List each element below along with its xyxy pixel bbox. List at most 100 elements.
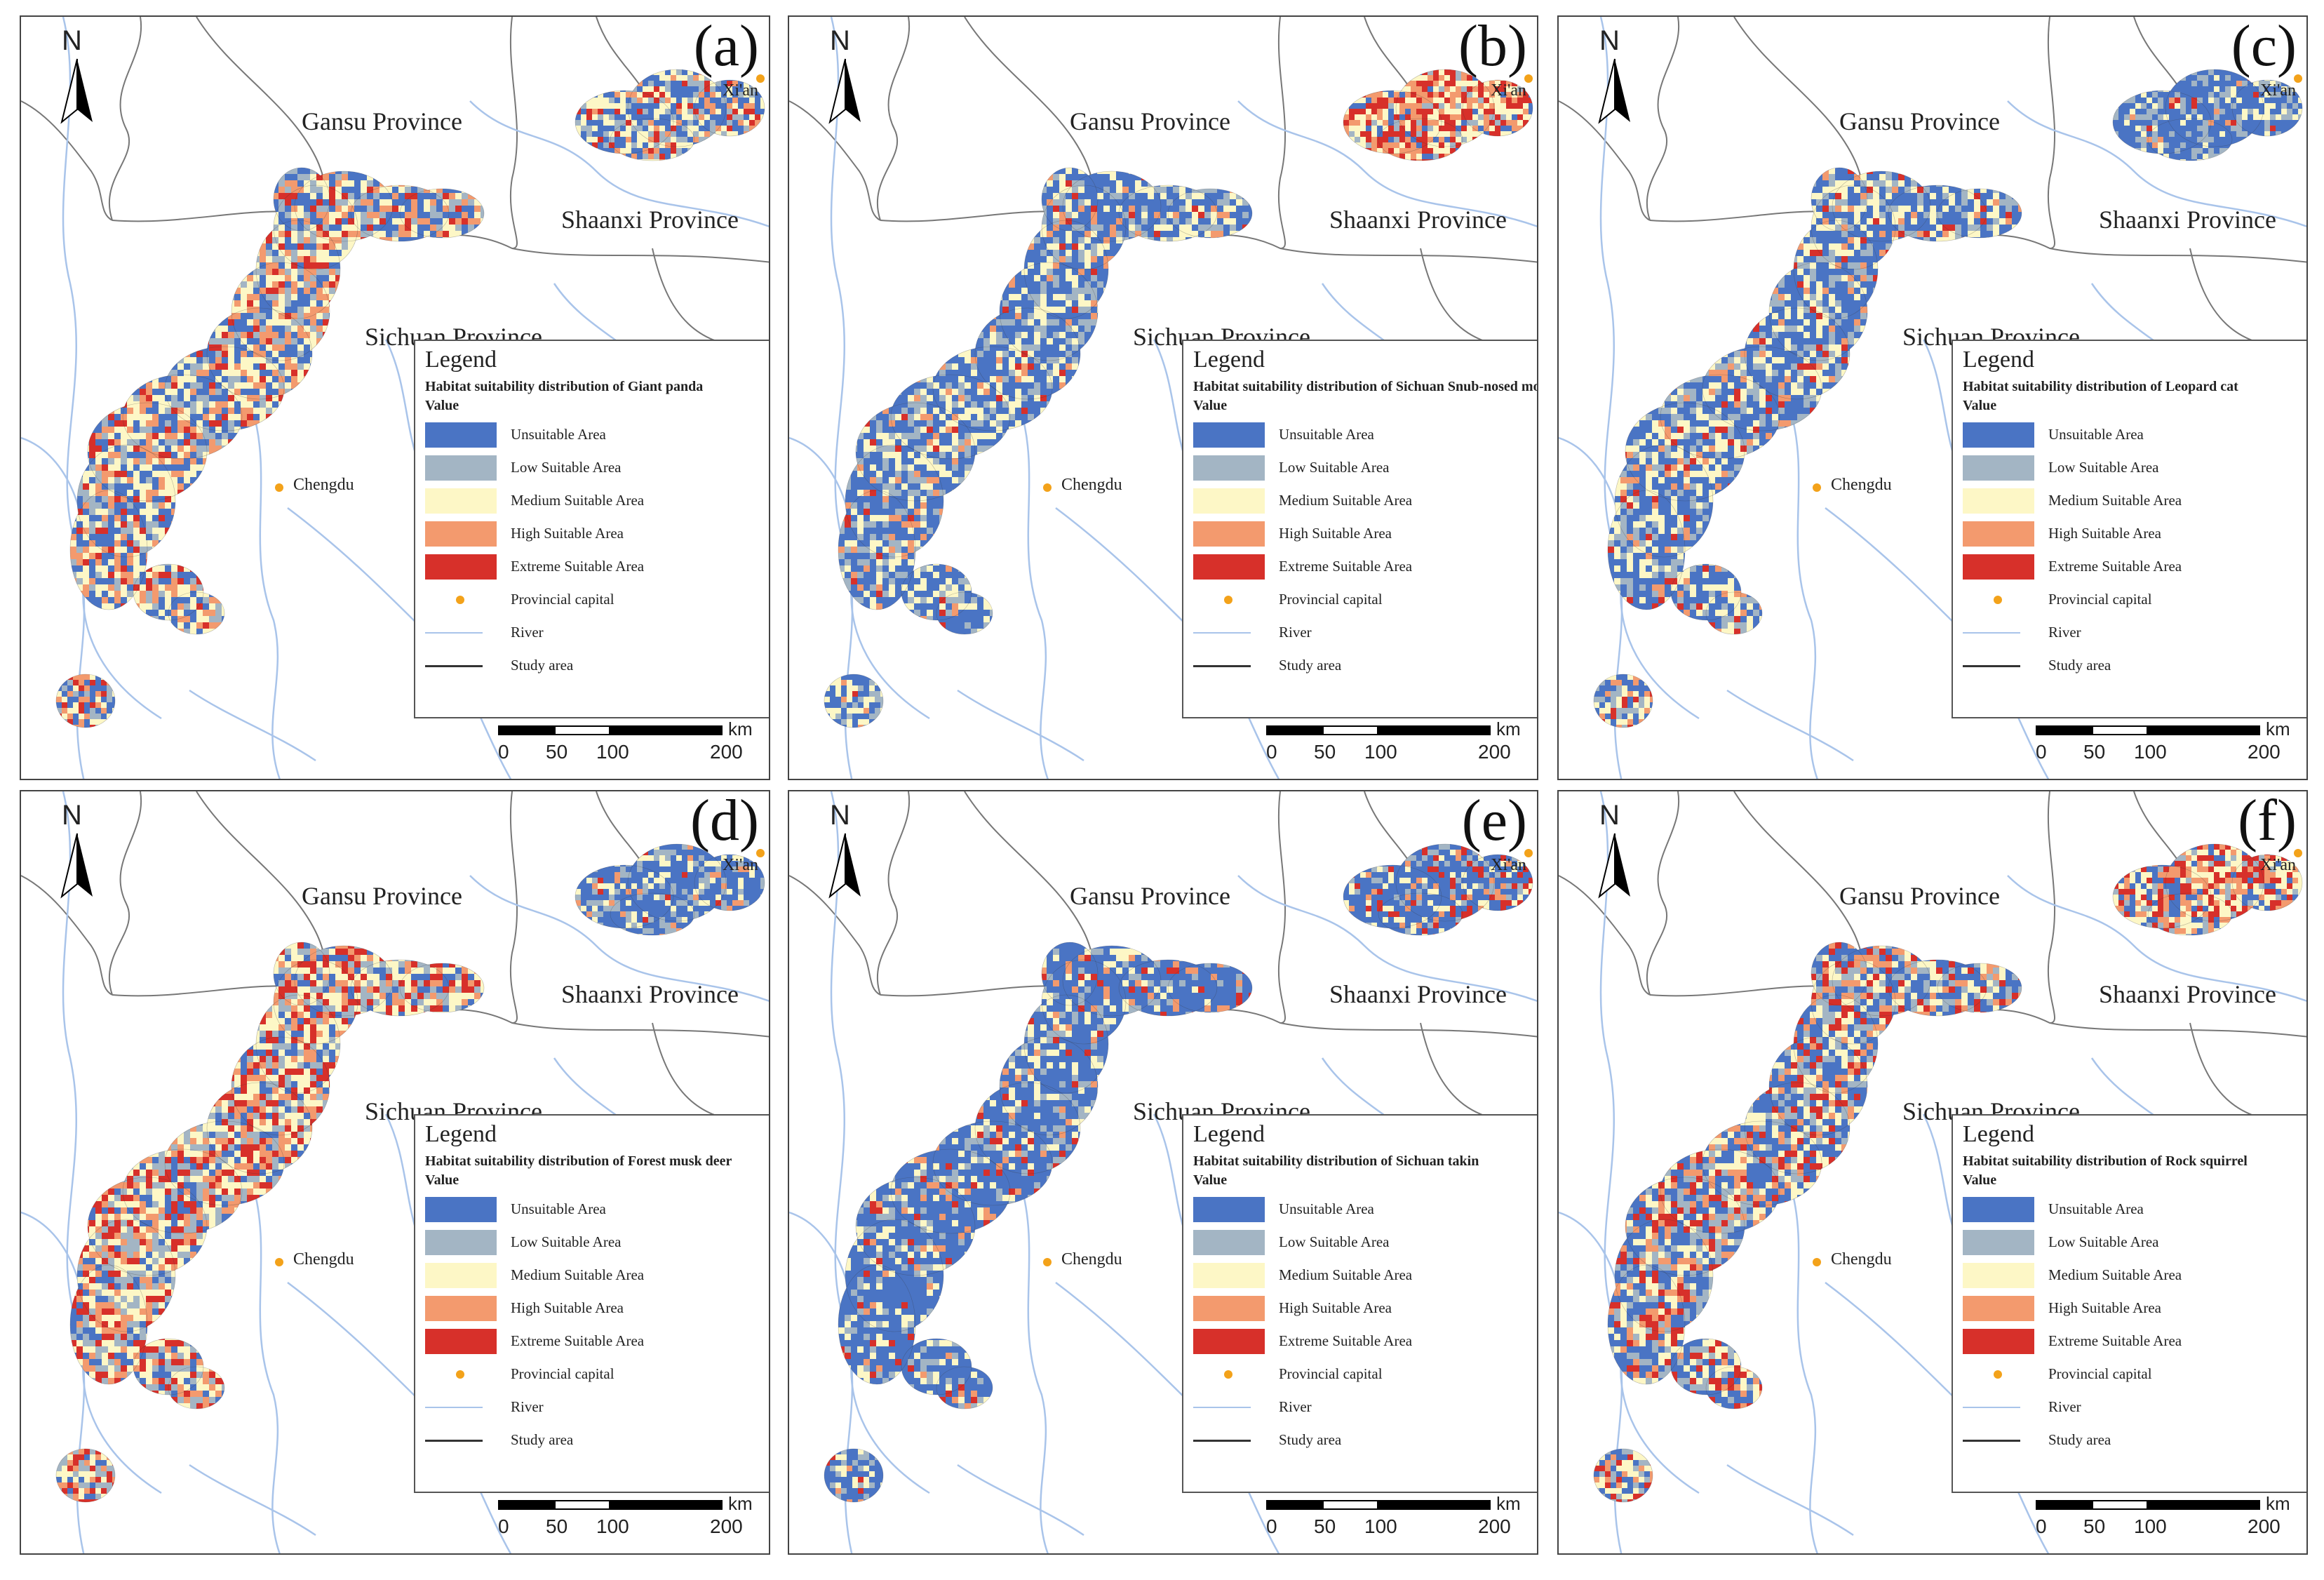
legend-row-river: River: [1193, 1391, 1536, 1424]
study-area-line-icon: [1193, 653, 1265, 678]
legend-row-unsuitable: Unsuitable Area: [1963, 1193, 2305, 1226]
xian-label: Xi'an: [1491, 856, 1526, 875]
legend-row-capital: Provincial capital: [1963, 583, 2305, 616]
panel-label: (f): [2238, 791, 2297, 850]
xian-marker: [2294, 849, 2302, 857]
legend-row-unsuitable: Unsuitable Area: [1193, 1193, 1536, 1226]
scale-bar: 0 50 100 200 km: [1266, 718, 1521, 775]
legend-text: River: [2048, 624, 2081, 641]
gansu-label: Gansu Province: [1839, 881, 2000, 911]
chengdu-marker: [1043, 483, 1052, 492]
legend-title: Legend: [425, 347, 767, 373]
scale-tick-200: 200: [2248, 741, 2281, 763]
legend-text: Low Suitable Area: [511, 459, 621, 476]
legend-text: Unsuitable Area: [511, 1200, 606, 1218]
legend-text: High Suitable Area: [2048, 525, 2161, 542]
legend-row-low: Low Suitable Area: [425, 451, 767, 484]
north-label: N: [1599, 25, 1620, 57]
legend-swatch: [425, 1295, 497, 1321]
legend-row-high: High Suitable Area: [1963, 1292, 2305, 1325]
legend-text: Medium Suitable Area: [2048, 1266, 2182, 1284]
river-line-icon: [1193, 1395, 1265, 1420]
legend-row-unsuitable: Unsuitable Area: [1963, 418, 2305, 451]
legend-row-extreme: Extreme Suitable Area: [1193, 550, 1536, 583]
shaanxi-label: Shaanxi Province: [2099, 979, 2276, 1009]
shaanxi-label: Shaanxi Province: [561, 205, 739, 234]
map-panel-c: (c) N Gansu Province Shaanxi Province Si…: [1557, 15, 2308, 780]
map-panel-f: (f) N Gansu Province Shaanxi Province Si…: [1557, 790, 2308, 1555]
scale-tick-0: 0: [1266, 741, 1277, 763]
map-panel-e: (e) N Gansu Province Shaanxi Province Si…: [788, 790, 1538, 1555]
legend-text: River: [1279, 624, 1312, 641]
legend-row-capital: Provincial capital: [1963, 1358, 2305, 1391]
legend-title: Legend: [1193, 347, 1536, 373]
chengdu-marker: [275, 1258, 283, 1266]
legend-text: Provincial capital: [2048, 591, 2152, 608]
legend-swatch: [1193, 1328, 1265, 1354]
gansu-label: Gansu Province: [1070, 107, 1230, 136]
river-line-icon: [1963, 1395, 2034, 1420]
legend-text: Medium Suitable Area: [2048, 492, 2182, 509]
legend-swatch: [1193, 1196, 1265, 1222]
study-area-line-icon: [1193, 1428, 1265, 1453]
legend-title: Legend: [1963, 347, 2305, 373]
scale-segment: [1322, 725, 1378, 735]
legend-row-unsuitable: Unsuitable Area: [425, 1193, 767, 1226]
shaanxi-label: Shaanxi Province: [1329, 979, 1507, 1009]
legend-swatch: [425, 422, 497, 448]
legend-row-medium: Medium Suitable Area: [425, 1259, 767, 1292]
scale-segment: [1378, 1500, 1491, 1510]
legend-text: Medium Suitable Area: [1279, 492, 1412, 509]
scale-tick-50: 50: [2083, 1515, 2105, 1538]
legend-text: Low Suitable Area: [1279, 459, 1389, 476]
north-label: N: [62, 25, 82, 57]
legend-text: River: [511, 1398, 544, 1416]
legend-text: Unsuitable Area: [1279, 1200, 1374, 1218]
legend-text: Provincial capital: [511, 1365, 614, 1383]
study-area-line-icon: [425, 653, 497, 678]
scale-tick-200: 200: [710, 1515, 743, 1538]
legend-row-study: Study area: [1193, 1424, 1536, 1457]
north-label: N: [830, 25, 850, 57]
legend-row-river: River: [425, 616, 767, 649]
scale-segment: [1322, 1500, 1378, 1510]
map-panel-d: (d) N Gansu Province Shaanxi Province Si…: [20, 790, 770, 1555]
scale-unit: km: [1496, 718, 1521, 740]
xian-marker: [756, 849, 765, 857]
legend-row-study: Study area: [1193, 649, 1536, 682]
scale-bar: 0 50 100 200 km: [498, 1493, 753, 1549]
legend: Legend Habitat suitability distribution …: [1952, 1114, 2306, 1493]
capital-dot-icon: [425, 1362, 497, 1387]
scale-tick-100: 100: [596, 741, 629, 763]
legend-row-high: High Suitable Area: [1193, 517, 1536, 550]
legend-subtitle: Habitat suitability distribution of Sich…: [1193, 1153, 1536, 1170]
legend-row-medium: Medium Suitable Area: [1963, 1259, 2305, 1292]
scale-bar: 0 50 100 200 km: [1266, 1493, 1521, 1549]
study-area-line-icon: [1963, 653, 2034, 678]
scale-bar: 0 50 100 200 km: [498, 718, 753, 775]
capital-dot-icon: [1193, 587, 1265, 612]
legend-text: High Suitable Area: [1279, 525, 1392, 542]
chengdu-marker: [1813, 483, 1821, 492]
legend-swatch: [425, 1229, 497, 1255]
legend-row-river: River: [1963, 616, 2305, 649]
legend-subtitle: Habitat suitability distribution of Fore…: [425, 1153, 767, 1170]
legend-row-capital: Provincial capital: [425, 583, 767, 616]
scale-tick-50: 50: [1314, 741, 1336, 763]
xian-marker: [756, 74, 765, 83]
gansu-label: Gansu Province: [1070, 881, 1230, 911]
scale-tick-200: 200: [1478, 1515, 1511, 1538]
legend-row-study: Study area: [425, 1424, 767, 1457]
scale-tick-50: 50: [1314, 1515, 1336, 1538]
north-arrow-icon: [49, 31, 105, 129]
legend-row-medium: Medium Suitable Area: [1963, 484, 2305, 517]
scale-unit: km: [728, 718, 753, 740]
legend-row-study: Study area: [425, 649, 767, 682]
legend-value-label: Value: [1193, 1172, 1536, 1189]
scale-tick-100: 100: [1364, 741, 1397, 763]
legend-row-unsuitable: Unsuitable Area: [425, 418, 767, 451]
legend-text: Study area: [2048, 657, 2111, 674]
chengdu-label: Chengdu: [1061, 1250, 1122, 1269]
xian-label: Xi'an: [2260, 856, 2296, 875]
scale-unit: km: [2266, 718, 2290, 740]
